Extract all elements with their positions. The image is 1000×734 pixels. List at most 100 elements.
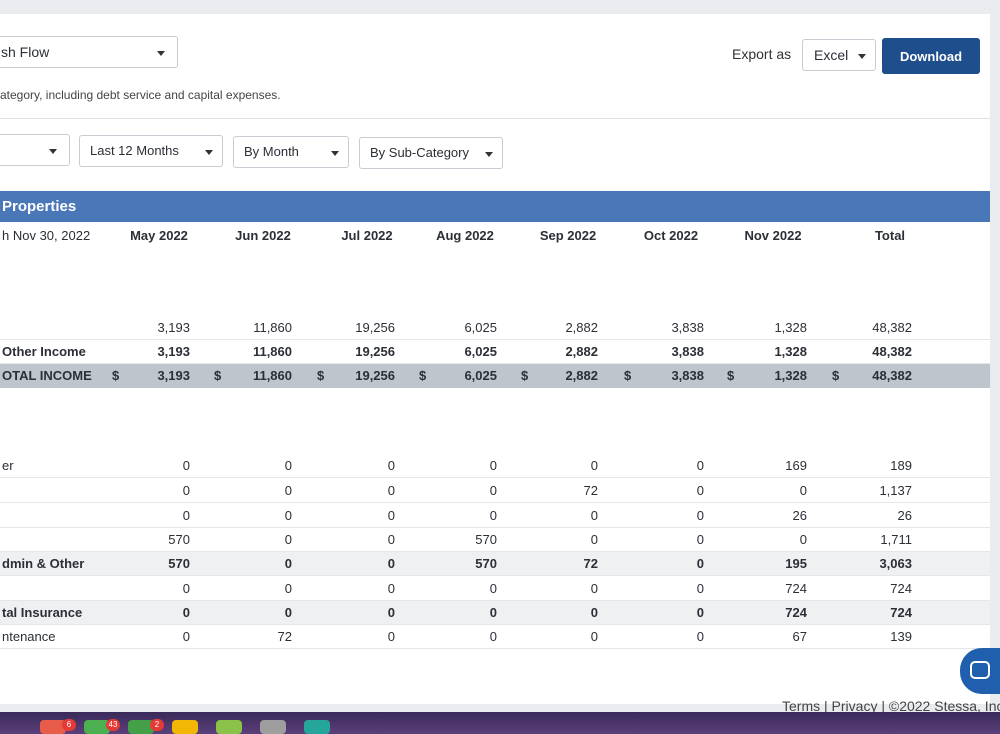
table-cell: 72 [583,556,598,571]
table-cell: 0 [696,556,704,571]
os-dock: 6 43 2 [0,712,1000,734]
table-cell: 26 [897,508,912,523]
table-cell: 3,838 [671,344,704,359]
table-band-title: Properties [0,191,990,222]
table-cell: 570 [168,532,190,547]
table-cell: 0 [284,605,292,620]
table-header: h Nov 30, 2022 May 2022 Jun 2022 Jul 202… [0,222,990,248]
column-header[interactable]: Jul 2022 [341,228,393,243]
table-cell: 0 [182,605,190,620]
table-cell: 11,860 [252,344,292,359]
table-cell: 0 [387,483,395,498]
breakdown-filter[interactable]: By Sub-Category [359,137,503,169]
table-row: OTAL INCOME $3,193 $11,860 $19,256 $6,025 $2,… [0,364,990,388]
table-cell: 1,328 [774,344,807,359]
table-cell: 48,382 [872,368,912,383]
column-header[interactable]: Aug 2022 [436,228,494,243]
table-cell: 2,882 [565,344,598,359]
table-cell: 0 [590,605,598,620]
table-cell: 0 [590,629,598,644]
dock-app-icon[interactable] [260,720,286,734]
chevron-down-icon [157,51,165,56]
table-cell: 570 [168,556,190,571]
chat-widget-button[interactable] [960,648,1000,694]
column-header[interactable]: Sep 2022 [539,228,597,243]
dock-app-icon[interactable] [172,720,198,734]
table-cell: 3,838 [671,368,704,383]
table-cell: 195 [785,556,807,571]
table-cell: 0 [489,508,497,523]
period-label: h Nov 30, 2022 [2,228,91,243]
table-cell: 0 [696,483,704,498]
table-cell: 3,193 [157,344,190,359]
row-label: er [2,458,14,473]
property-filter[interactable] [0,134,70,166]
chevron-down-icon [331,151,339,156]
row-label: dmin & Other [2,556,85,571]
dock-app-icon[interactable] [40,720,66,734]
table-cell: 3,063 [879,556,912,571]
table-row: 0 0 0 0 72 0 0 1,137 [0,479,990,503]
dock-app-icon[interactable] [216,720,242,734]
table-cell: 0 [284,532,292,547]
table-cell: 0 [489,629,497,644]
export-format-select[interactable]: Excel [802,39,876,71]
column-header[interactable]: Oct 2022 [643,228,699,243]
table-cell: 19,256 [355,320,395,335]
grouping-filter[interactable]: By Month [233,136,349,168]
row-label: OTAL INCOME [2,368,92,383]
table-cell: 6,025 [464,344,497,359]
currency-symbol: $ [214,368,222,383]
currency-symbol: $ [112,368,120,383]
table-cell: 3,193 [157,368,190,383]
download-button[interactable]: Download [882,38,980,74]
table-cell: 6,025 [464,368,497,383]
column-header[interactable]: Jun 2022 [235,228,291,243]
date-range-filter[interactable]: Last 12 Months [79,135,223,167]
row-label: Other Income [2,344,86,359]
report-description: ategory, including debt service and capi… [0,88,281,102]
column-header[interactable]: Nov 2022 [744,228,802,243]
report-type-select[interactable]: sh Flow [0,36,178,68]
column-header[interactable]: May 2022 [130,228,188,243]
chevron-down-icon [49,149,57,154]
copyright-text: ©2022 Stessa, Inc [888,698,1000,714]
table-row: er 0 0 0 0 0 0 169 189 [0,454,990,478]
table-cell: 0 [387,581,395,596]
table-cell: 1,137 [879,483,912,498]
row-label: ntenance [2,629,56,644]
table-cell: 0 [284,581,292,596]
column-header[interactable]: Total [874,228,906,243]
table-cell: 3,193 [157,320,190,335]
currency-symbol: $ [624,368,632,383]
table-cell: 3,838 [671,320,704,335]
table-cell: 0 [696,629,704,644]
table-row: ntenance 0 72 0 0 0 0 67 139 [0,625,990,649]
currency-symbol: $ [727,368,735,383]
table-cell: 0 [182,629,190,644]
chevron-down-icon [858,54,866,59]
table-cell: 2,882 [565,368,598,383]
table-cell: 0 [387,629,395,644]
table-cell: 0 [182,581,190,596]
table-cell: 0 [284,483,292,498]
table-cell: 26 [792,508,807,523]
terms-link[interactable]: Terms [782,698,821,714]
table-cell: 67 [792,629,807,644]
currency-symbol: $ [317,368,325,383]
table-row: 3,193 11,860 19,256 6,025 2,882 3,838 1,328 48,… [0,316,990,340]
notification-badge: 43 [106,719,120,731]
table-cell: 570 [475,556,497,571]
chat-icon [970,661,990,679]
dock-app-icon[interactable] [304,720,330,734]
dock-app-icon[interactable] [128,720,154,734]
table-cell: 0 [489,458,497,473]
dock-app-icon[interactable] [84,720,110,734]
privacy-link[interactable]: Privacy [831,698,878,714]
table-cell: 72 [277,629,292,644]
table-cell: 0 [696,508,704,523]
table-cell: 0 [590,508,598,523]
table-cell: 0 [489,483,497,498]
divider [0,118,990,119]
table-cell: 0 [799,532,807,547]
